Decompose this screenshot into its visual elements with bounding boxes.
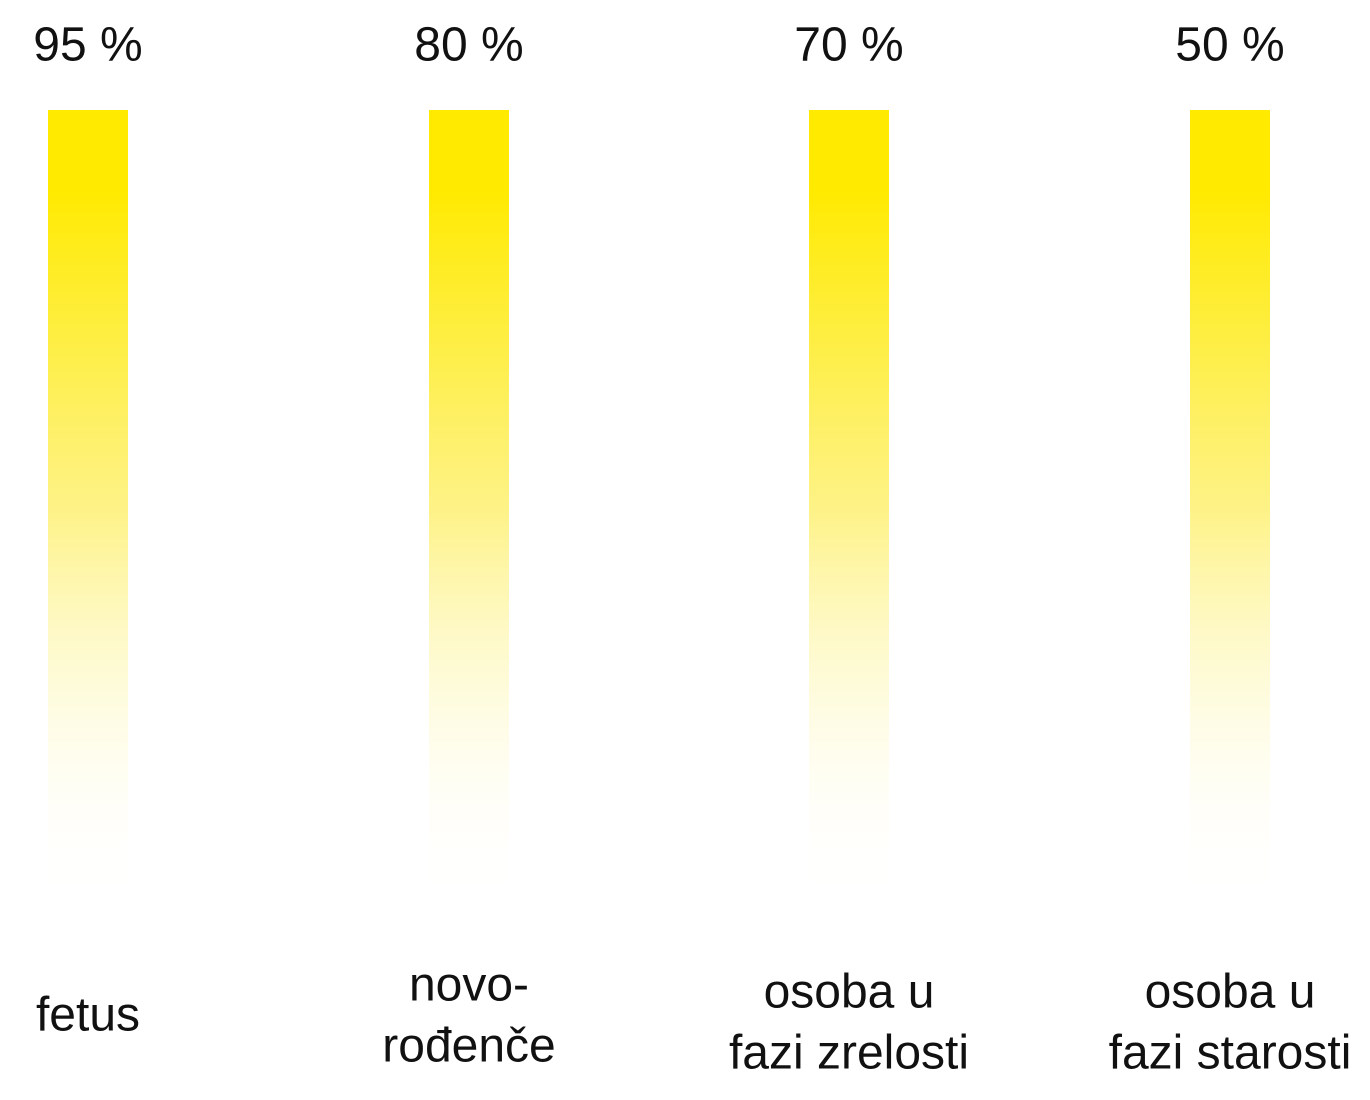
bar: [48, 110, 128, 905]
label-line: novo-: [409, 959, 529, 1012]
label-line: osoba u: [1145, 966, 1316, 1019]
bar: [1190, 110, 1270, 905]
bar: [809, 110, 889, 905]
label-line: rođenče: [382, 1020, 555, 1073]
bar: [429, 110, 509, 905]
percentage: 50 %: [1175, 19, 1284, 72]
label-line: fazi starosti: [1109, 1027, 1352, 1080]
percentage: 95 %: [33, 19, 142, 72]
percentage: 70 %: [794, 19, 903, 72]
percentage: 80 %: [414, 19, 523, 72]
label-line: fetus: [36, 989, 140, 1042]
label-line: fazi zrelosti: [729, 1027, 969, 1080]
label-line: osoba u: [764, 966, 935, 1019]
